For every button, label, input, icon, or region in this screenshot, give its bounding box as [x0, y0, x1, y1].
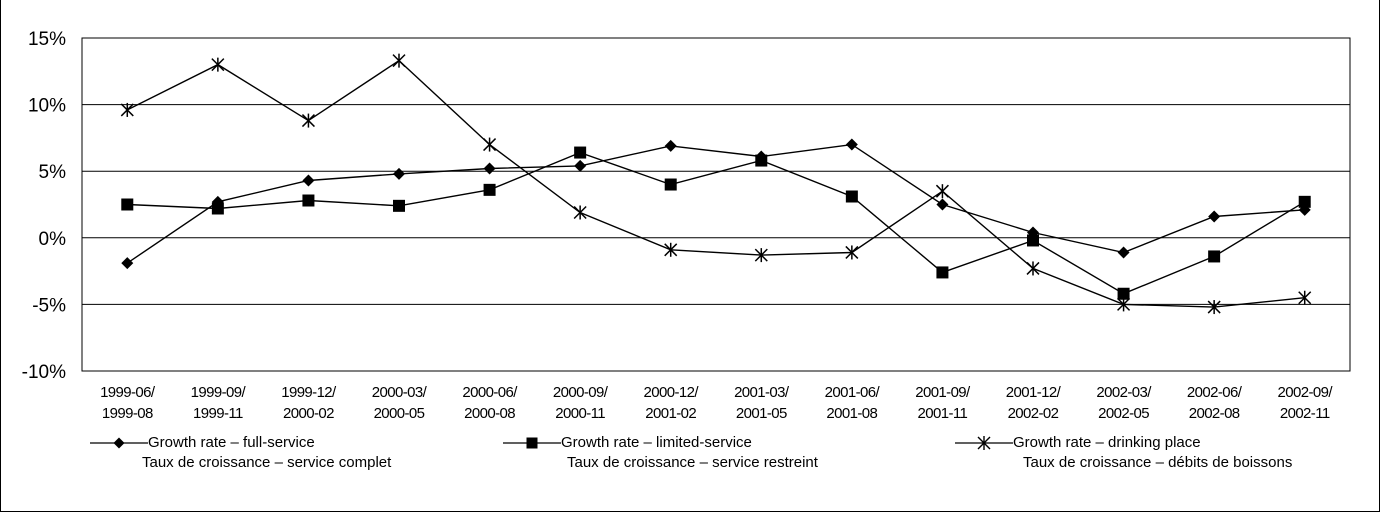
y-tick-label: -5%	[32, 295, 66, 316]
square-point	[483, 183, 496, 196]
diamond-point	[1208, 210, 1221, 223]
square-point	[1117, 287, 1130, 300]
diamond-point	[393, 167, 405, 180]
x-tick-label: 2000-03/2000-05	[372, 384, 428, 422]
legend-label-drinking-place: Growth rate – drinking place	[1013, 434, 1201, 451]
diamond-point	[483, 162, 496, 175]
series-line	[126, 143, 1305, 264]
x-tick-label: 2000-12/2001-02	[644, 384, 700, 422]
asterisk-point	[1117, 297, 1131, 312]
diamond-point	[936, 198, 949, 211]
square-point	[664, 178, 677, 191]
diamond-point	[121, 257, 134, 270]
legend-item-drinking-place: Growth rate – drinking place Taux de cro…	[955, 433, 1292, 473]
gridlines	[82, 104, 1350, 305]
y-axis-tick-labels: -10% -5% 0% 5% 10% 15%	[22, 29, 66, 383]
y-tick-label: -10%	[22, 362, 66, 383]
y-tick-label: 10%	[28, 96, 66, 117]
legend-label-full-service: Growth rate – full-service	[148, 434, 315, 451]
series-line	[127, 151, 1306, 295]
square-point	[755, 154, 768, 167]
diamond-point	[302, 174, 315, 187]
asterisk-point	[754, 248, 768, 263]
x-tick-label: 1999-06/1999-08	[100, 384, 156, 422]
asterisk-point	[483, 137, 497, 152]
series-diamond	[121, 138, 1311, 270]
series-square	[121, 146, 1311, 300]
square-point	[574, 146, 587, 159]
square-point	[845, 190, 858, 203]
asterisk-point	[573, 205, 587, 220]
square-point	[211, 202, 224, 215]
asterisk-point	[301, 113, 315, 128]
asterisk-point	[1207, 300, 1221, 315]
x-tick-label: 2002-03/2002-05	[1096, 384, 1152, 422]
plot-area	[81, 37, 1351, 372]
y-tick-label: 15%	[28, 29, 66, 50]
x-tick-label: 2002-06/2002-08	[1187, 384, 1243, 422]
x-tick-label: 2000-09/2000-11	[553, 384, 609, 422]
legend-label-full-service-fr: Taux de croissance – service complet	[142, 454, 392, 471]
asterisk-point	[845, 245, 859, 260]
x-tick-label: 2001-12/2002-02	[1006, 384, 1062, 422]
series-asterisk	[120, 53, 1312, 315]
y-tick-label: 0%	[39, 229, 67, 250]
asterisk-point	[211, 57, 225, 72]
legend-label-limited-service-fr: Taux de croissance – service restreint	[567, 454, 818, 471]
asterisk-point	[120, 102, 134, 117]
legend-item-full-service: Growth rate – full-service Taux de crois…	[90, 433, 391, 473]
square-point	[936, 266, 949, 279]
x-tick-label: 2001-06/2001-08	[825, 384, 881, 422]
asterisk-point	[664, 242, 678, 257]
square-point	[1208, 250, 1221, 263]
asterisk-point	[1026, 261, 1040, 276]
asterisk-point	[1298, 290, 1312, 305]
diamond-point	[1117, 246, 1130, 259]
x-tick-label: 2001-09/2001-11	[915, 384, 971, 422]
x-tick-label: 1999-12/2000-02	[281, 384, 337, 422]
square-point	[121, 198, 134, 211]
square-point	[393, 199, 405, 212]
asterisk-point	[935, 184, 949, 199]
legend-marker-square-icon	[503, 437, 561, 449]
square-point	[302, 194, 315, 207]
x-tick-label: 2000-06/2000-08	[462, 384, 518, 422]
diamond-point	[664, 139, 677, 152]
legend-label-limited-service: Growth rate – limited-service	[561, 434, 752, 451]
x-tick-label: 2001-03/2001-05	[734, 384, 790, 422]
square-point	[1027, 234, 1039, 247]
series-line	[126, 59, 1305, 308]
y-tick-label: 5%	[39, 162, 67, 183]
series-layer	[120, 53, 1312, 315]
legend-label-drinking-place-fr: Taux de croissance – débits de boissons	[1023, 454, 1293, 471]
legend-marker-asterisk-icon	[955, 436, 1013, 450]
asterisk-point	[392, 53, 406, 68]
legend-item-limited-service: Growth rate – limited-service Taux de cr…	[503, 433, 818, 473]
x-axis-tick-labels: 1999-06/1999-08 1999-09/1999-11 1999-12/20…	[100, 384, 1334, 422]
square-point	[1298, 195, 1311, 208]
diamond-point	[845, 138, 858, 151]
x-tick-label: 2002-09/2002-11	[1278, 384, 1334, 422]
legend-marker-diamond-icon	[90, 437, 148, 449]
diamond-point	[574, 159, 587, 172]
x-tick-label: 1999-09/1999-11	[191, 384, 247, 422]
